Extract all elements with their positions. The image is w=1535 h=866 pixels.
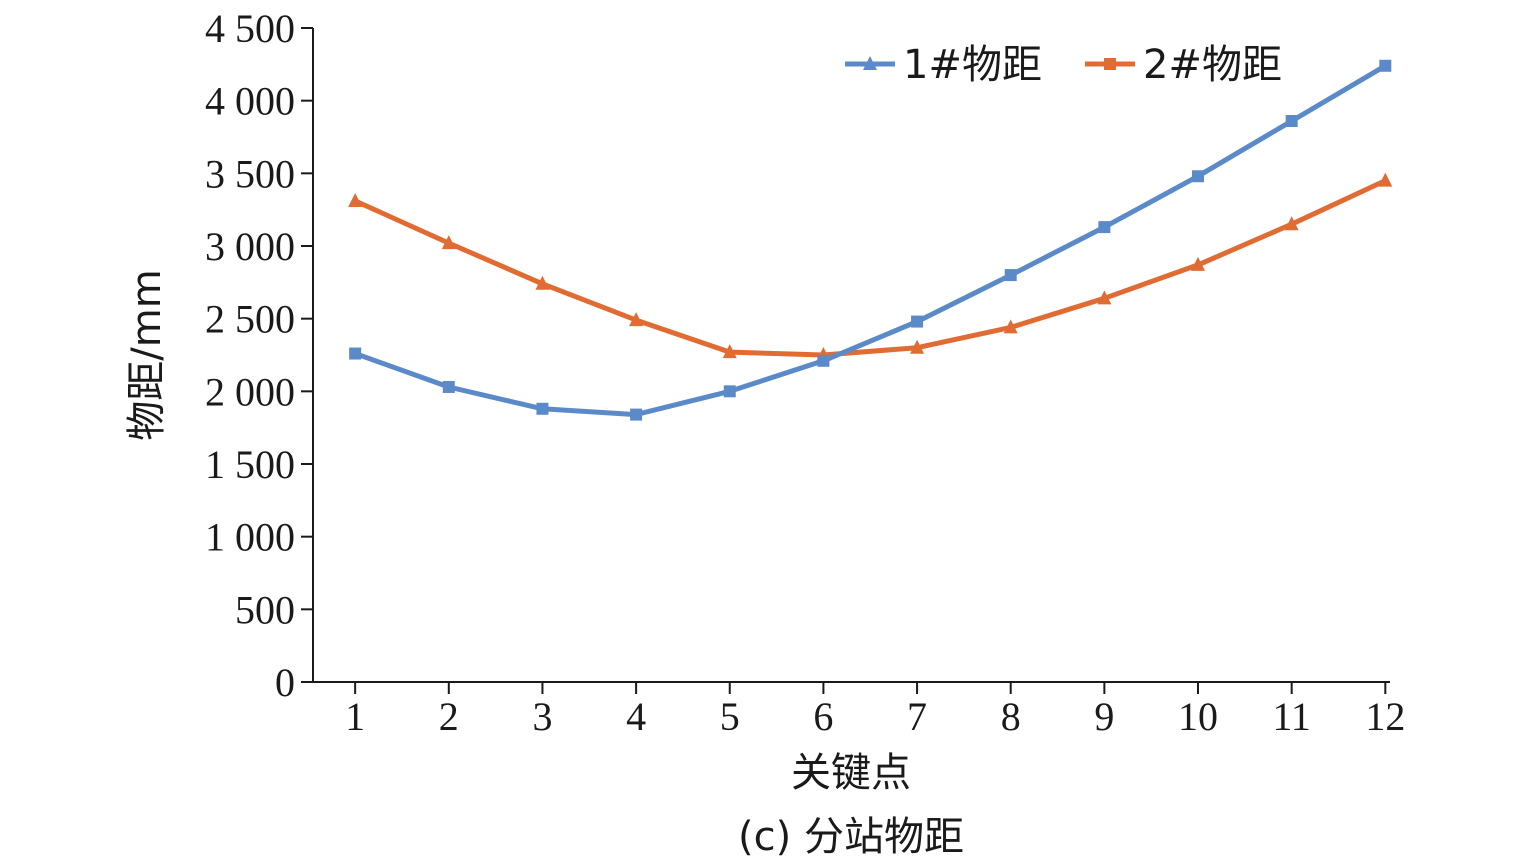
data-point	[442, 380, 455, 393]
y-ticks: 0 500 1 000 1 500 2 000 2 500 3 000 3 500 4 000 4…	[205, 6, 313, 705]
data-point	[349, 347, 362, 360]
data-point	[817, 354, 830, 367]
y-axis-title: 物距/mm	[124, 269, 170, 440]
series-2-line	[354, 178, 1387, 358]
data-point	[1192, 170, 1205, 183]
legend: 1#物距 2#物距	[845, 42, 1282, 88]
data-point	[630, 408, 643, 421]
y-tick-label: 3 000	[205, 224, 295, 269]
y-tick-label: 2 500	[205, 297, 295, 342]
figure-caption: (c) 分站物距	[738, 814, 964, 860]
legend-label-series-2: 2#物距	[1143, 42, 1282, 88]
data-point	[1004, 269, 1017, 282]
data-point	[722, 344, 737, 359]
y-tick-label: 4 000	[205, 79, 295, 124]
x-axis-title: 关键点	[791, 750, 911, 796]
legend-marker-series-1	[863, 56, 877, 70]
data-point	[911, 315, 924, 328]
x-tick-label: 2	[439, 694, 459, 739]
data-point	[348, 192, 363, 207]
x-tick-label: 7	[907, 694, 927, 739]
data-point	[629, 312, 644, 327]
data-point	[910, 339, 925, 354]
y-tick-label: 1 500	[205, 442, 295, 487]
data-point	[1003, 319, 1018, 334]
y-tick-label: 3 500	[205, 151, 295, 196]
data-point	[1098, 221, 1111, 234]
series-1-line	[354, 63, 1387, 418]
data-point	[1285, 115, 1298, 128]
data-point	[441, 235, 456, 250]
x-tick-label: 9	[1094, 694, 1114, 739]
x-tick-label: 8	[1001, 694, 1021, 739]
x-ticks: 1 2 3 4 5 6 7 8 9 10 11 12	[345, 682, 1405, 739]
y-tick-label: 2 000	[205, 369, 295, 414]
x-tick-label: 11	[1272, 694, 1311, 739]
data-point	[1191, 256, 1206, 271]
x-tick-label: 12	[1365, 694, 1405, 739]
x-tick-label: 3	[532, 694, 552, 739]
x-tick-label: 1	[345, 694, 365, 739]
series	[348, 59, 1393, 421]
series-2	[348, 172, 1393, 361]
data-point	[723, 385, 736, 398]
series-1	[349, 59, 1392, 421]
legend-marker-series-2	[1104, 58, 1116, 70]
x-tick-label: 5	[720, 694, 740, 739]
x-tick-label: 10	[1178, 694, 1218, 739]
legend-label-series-1: 1#物距	[903, 42, 1042, 88]
data-point	[536, 402, 549, 415]
axes	[312, 28, 1390, 683]
x-tick-label: 4	[626, 694, 646, 739]
data-point	[1378, 172, 1393, 187]
data-point	[1284, 216, 1299, 231]
data-point	[1379, 59, 1392, 72]
data-point	[535, 275, 550, 290]
y-tick-label: 1 000	[205, 515, 295, 560]
legend-item-series-1: 1#物距	[845, 42, 1042, 88]
data-point	[1097, 290, 1112, 305]
y-tick-label: 0	[275, 660, 295, 705]
y-tick-label: 500	[235, 587, 295, 632]
x-tick-label: 6	[813, 694, 833, 739]
legend-item-series-2: 2#物距	[1085, 42, 1282, 88]
y-tick-label: 4 500	[205, 6, 295, 51]
